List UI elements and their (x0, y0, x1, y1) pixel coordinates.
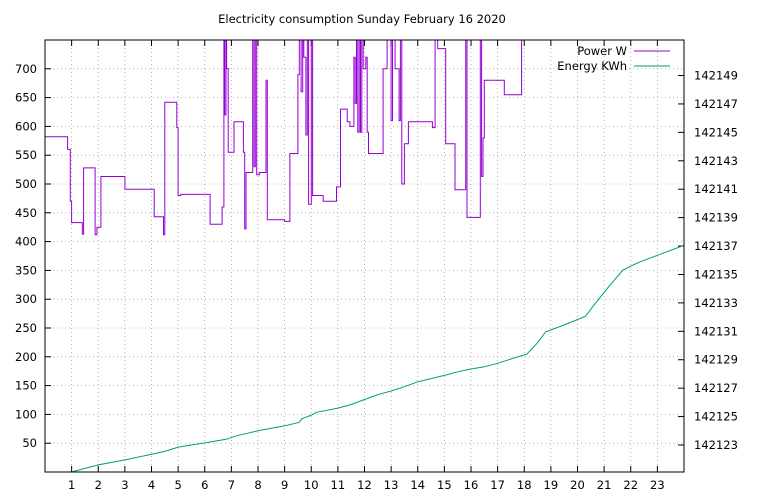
x-axis-ticks: 1 2 3 4 5 6 7 8 9 10 11 12 13 14 15 16 17 18 19 20 21 22 23 (68, 40, 665, 492)
y-left-tick-label: 650 (15, 91, 37, 105)
x-tick-label: 10 (304, 478, 319, 492)
x-tick-label: 12 (357, 478, 372, 492)
x-tick-label: 14 (410, 478, 425, 492)
y-right-tick-label: 142149 (694, 69, 738, 83)
y-right-tick-label: 142139 (694, 211, 738, 225)
x-tick-label: 11 (331, 478, 346, 492)
x-tick-label: 3 (121, 478, 128, 492)
series-lines (45, 40, 684, 472)
y-right-tick-label: 142131 (694, 324, 738, 338)
y-left-tick-label: 300 (15, 292, 37, 306)
y-left-tick-label: 250 (15, 321, 37, 335)
y-left-tick-label: 200 (15, 350, 37, 364)
y-left-tick-label: 400 (15, 235, 37, 249)
x-tick-label: 18 (517, 478, 532, 492)
x-tick-label: 16 (464, 478, 479, 492)
y-right-tick-label: 142133 (694, 296, 738, 310)
y-left-tick-label: 50 (22, 436, 37, 450)
y-right-tick-label: 142125 (694, 410, 738, 424)
x-tick-label: 15 (437, 478, 452, 492)
x-tick-label: 17 (490, 478, 505, 492)
x-tick-label: 6 (201, 478, 208, 492)
x-tick-label: 23 (650, 478, 665, 492)
legend-label: Power W (577, 44, 627, 58)
legend-label: Energy KWh (557, 59, 627, 73)
y-right-tick-label: 142123 (694, 438, 738, 452)
x-tick-label: 7 (228, 478, 235, 492)
y-right-axis-ticks: 142123 142125 142127 142129 142131 142133 1421… (678, 69, 738, 452)
power-series-line (45, 40, 523, 236)
y-right-tick-label: 142135 (694, 267, 738, 281)
y-left-tick-label: 600 (15, 119, 37, 133)
y-left-tick-label: 350 (15, 263, 37, 277)
x-tick-label: 22 (623, 478, 638, 492)
x-tick-label: 13 (384, 478, 399, 492)
plot-frame (44, 39, 685, 473)
y-right-tick-label: 142137 (694, 239, 738, 253)
x-tick-label: 2 (95, 478, 102, 492)
grid (45, 40, 684, 472)
y-right-tick-label: 142129 (694, 353, 738, 367)
y-right-tick-label: 142141 (694, 182, 738, 196)
chart-title: Electricity consumption Sunday February … (218, 12, 506, 26)
x-tick-label: 9 (281, 478, 288, 492)
y-left-axis-ticks: 50 100 150 200 250 300 350 400 450 500 550 600 650 70… (15, 62, 51, 450)
y-left-tick-label: 150 (15, 379, 37, 393)
x-tick-label: 4 (148, 478, 155, 492)
y-left-tick-label: 700 (15, 62, 37, 76)
x-tick-label: 19 (544, 478, 559, 492)
x-tick-label: 21 (597, 478, 612, 492)
y-left-tick-label: 100 (15, 407, 37, 421)
x-tick-label: 5 (174, 478, 181, 492)
x-tick-label: 8 (254, 478, 261, 492)
y-right-tick-label: 142147 (694, 97, 738, 111)
y-right-tick-label: 142127 (694, 381, 738, 395)
energy-series-line (71, 244, 684, 472)
y-left-tick-label: 550 (15, 148, 37, 162)
x-tick-label: 1 (68, 478, 75, 492)
y-left-tick-label: 450 (15, 206, 37, 220)
y-right-tick-label: 142145 (694, 125, 738, 139)
y-left-tick-label: 500 (15, 177, 37, 191)
x-tick-label: 20 (570, 478, 585, 492)
y-right-tick-label: 142143 (694, 154, 738, 168)
